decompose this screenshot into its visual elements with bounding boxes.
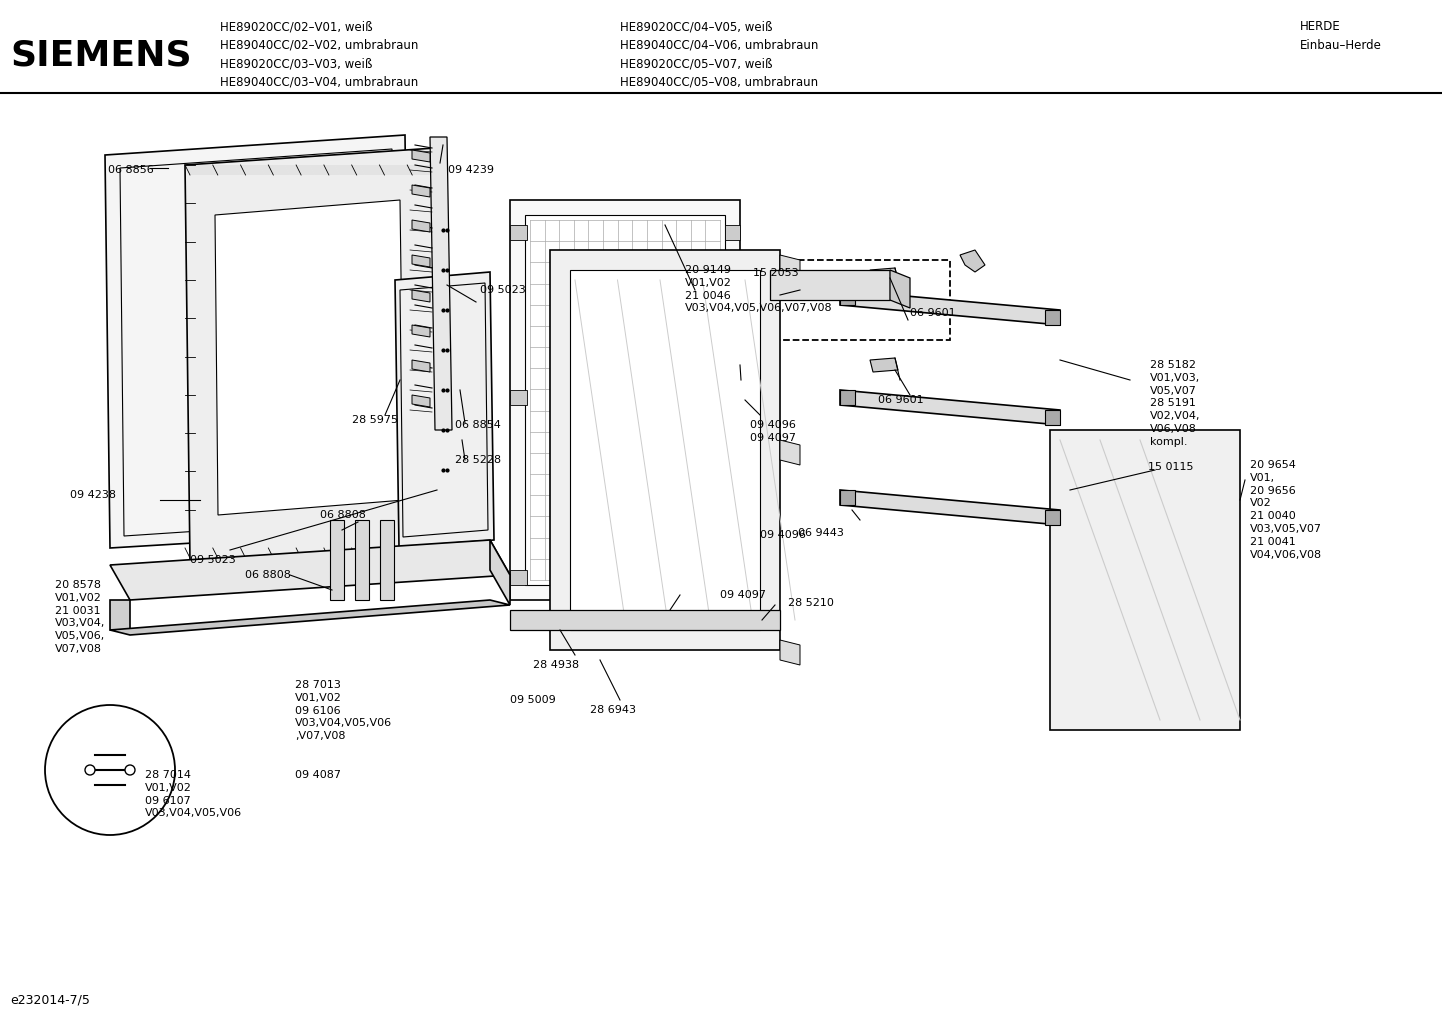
Text: 28 5182
V01,V03,
V05,V07
28 5191
V02,V04,
V06,V08
kompl.: 28 5182 V01,V03, V05,V07 28 5191 V02,V04… xyxy=(1151,360,1201,446)
Text: 28 7014
V01,V02
09 6107
V03,V04,V05,V06: 28 7014 V01,V02 09 6107 V03,V04,V05,V06 xyxy=(146,770,242,818)
Text: 28 4938: 28 4938 xyxy=(534,660,580,671)
Text: 09 4097: 09 4097 xyxy=(720,590,766,600)
Polygon shape xyxy=(841,390,1060,425)
Polygon shape xyxy=(410,165,440,175)
Polygon shape xyxy=(725,225,740,240)
Polygon shape xyxy=(110,600,130,630)
Polygon shape xyxy=(510,200,740,600)
Circle shape xyxy=(125,765,136,775)
Text: 09 4239: 09 4239 xyxy=(448,165,495,175)
Polygon shape xyxy=(510,610,780,630)
Polygon shape xyxy=(841,290,1060,325)
Polygon shape xyxy=(260,165,290,175)
Polygon shape xyxy=(549,250,780,650)
Polygon shape xyxy=(780,640,800,665)
Text: 28 5210: 28 5210 xyxy=(787,598,833,608)
Text: 06 8808: 06 8808 xyxy=(320,510,366,520)
Text: HERDE
Einbau–Herde: HERDE Einbau–Herde xyxy=(1301,20,1381,52)
Polygon shape xyxy=(110,600,510,635)
Polygon shape xyxy=(960,250,985,272)
Text: e232014-7/5: e232014-7/5 xyxy=(10,994,89,1007)
Polygon shape xyxy=(355,520,369,600)
Polygon shape xyxy=(725,390,740,405)
Text: 20 8578
V01,V02
21 0031
V03,V04,
V05,V06,
V07,V08: 20 8578 V01,V02 21 0031 V03,V04, V05,V06… xyxy=(55,580,105,654)
Polygon shape xyxy=(412,220,430,232)
Polygon shape xyxy=(395,272,495,547)
Text: 09 5023: 09 5023 xyxy=(190,555,235,565)
Circle shape xyxy=(85,765,95,775)
Text: 06 9443: 06 9443 xyxy=(797,528,844,538)
Text: 09 5009: 09 5009 xyxy=(510,695,555,705)
Text: 09 4096: 09 4096 xyxy=(760,530,806,540)
Polygon shape xyxy=(412,325,430,337)
Polygon shape xyxy=(570,270,760,630)
Polygon shape xyxy=(510,390,526,405)
Polygon shape xyxy=(780,440,800,465)
Polygon shape xyxy=(412,255,430,267)
Polygon shape xyxy=(412,290,430,302)
Polygon shape xyxy=(525,215,725,585)
Text: 20 9149
V01,V02
21 0046
V03,V04,V05,V06,V07,V08: 20 9149 V01,V02 21 0046 V03,V04,V05,V06,… xyxy=(685,265,832,314)
Polygon shape xyxy=(1045,510,1060,525)
Text: 06 9601: 06 9601 xyxy=(910,308,956,318)
Text: 15 0115: 15 0115 xyxy=(1148,462,1194,472)
Text: 06 8808: 06 8808 xyxy=(245,570,291,580)
Polygon shape xyxy=(412,185,430,197)
Polygon shape xyxy=(890,270,910,308)
Polygon shape xyxy=(841,490,1060,525)
Polygon shape xyxy=(1045,410,1060,425)
Text: 28 5975: 28 5975 xyxy=(352,415,398,425)
Text: 20 9654
V01,
20 9656
V02
21 0040
V03,V05,V07
21 0041
V04,V06,V08: 20 9654 V01, 20 9656 V02 21 0040 V03,V05… xyxy=(1250,460,1322,559)
Polygon shape xyxy=(725,570,740,585)
Text: 06 8856: 06 8856 xyxy=(108,165,154,175)
Polygon shape xyxy=(185,165,215,175)
Polygon shape xyxy=(381,520,394,600)
Polygon shape xyxy=(510,225,526,240)
Polygon shape xyxy=(780,255,800,280)
Text: 15 2053: 15 2053 xyxy=(753,268,799,278)
Text: 28 7013
V01,V02
09 6106
V03,V04,V05,V06
,V07,V08: 28 7013 V01,V02 09 6106 V03,V04,V05,V06 … xyxy=(296,680,392,741)
Text: SIEMENS: SIEMENS xyxy=(10,38,192,72)
Polygon shape xyxy=(841,490,855,505)
Text: 28 6943: 28 6943 xyxy=(590,705,636,715)
Polygon shape xyxy=(870,268,898,282)
Text: 09 4096
09 4097: 09 4096 09 4097 xyxy=(750,420,796,443)
Polygon shape xyxy=(412,395,430,407)
Polygon shape xyxy=(185,148,440,562)
Polygon shape xyxy=(110,540,510,600)
Polygon shape xyxy=(490,540,510,605)
Text: 09 4087: 09 4087 xyxy=(296,770,340,780)
Polygon shape xyxy=(385,165,415,175)
Polygon shape xyxy=(286,165,314,175)
Polygon shape xyxy=(510,570,526,585)
Polygon shape xyxy=(841,390,855,405)
Polygon shape xyxy=(105,135,410,548)
Text: 09 4238: 09 4238 xyxy=(71,490,115,500)
Polygon shape xyxy=(412,150,430,162)
Polygon shape xyxy=(841,290,855,305)
Polygon shape xyxy=(310,165,340,175)
Polygon shape xyxy=(1045,310,1060,325)
Polygon shape xyxy=(870,358,898,372)
Text: 06 8854: 06 8854 xyxy=(456,420,500,430)
Polygon shape xyxy=(215,200,404,515)
Polygon shape xyxy=(235,165,265,175)
Polygon shape xyxy=(430,137,451,430)
Polygon shape xyxy=(360,165,389,175)
Text: HE89020CC/02–V01, weiß
HE89040CC/02–V02, umbrabraun
HE89020CC/03–V03, weiß
HE890: HE89020CC/02–V01, weiß HE89040CC/02–V02,… xyxy=(221,20,418,89)
Polygon shape xyxy=(211,165,239,175)
Text: 06 9601: 06 9601 xyxy=(878,395,924,405)
Polygon shape xyxy=(1050,430,1240,730)
Polygon shape xyxy=(770,270,890,300)
Text: 28 5228: 28 5228 xyxy=(456,455,502,465)
Polygon shape xyxy=(335,165,365,175)
Polygon shape xyxy=(412,360,430,372)
Text: 09 5023: 09 5023 xyxy=(480,285,526,294)
Text: HE89020CC/04–V05, weiß
HE89040CC/04–V06, umbrabraun
HE89020CC/05–V07, weiß
HE890: HE89020CC/04–V05, weiß HE89040CC/04–V06,… xyxy=(620,20,819,89)
Polygon shape xyxy=(330,520,345,600)
